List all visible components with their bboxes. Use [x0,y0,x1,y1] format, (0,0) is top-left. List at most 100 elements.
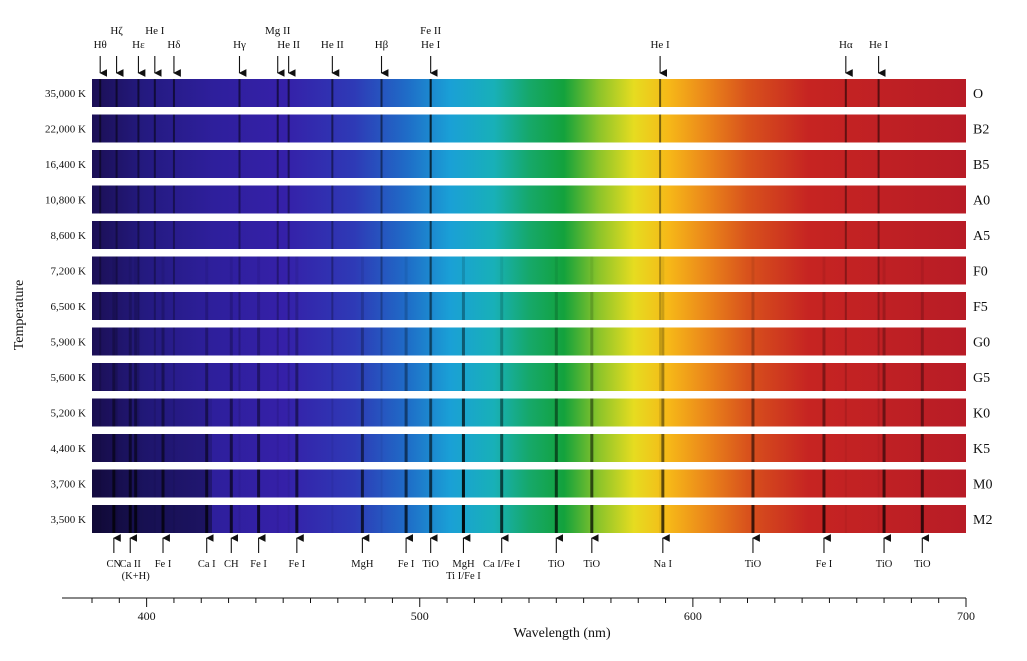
absorption-line [137,221,140,249]
absorption-line [882,256,886,285]
absorption-line [137,327,140,356]
x-tick-label: 400 [138,609,156,623]
absorption-line [380,114,383,143]
absorption-line [877,434,880,462]
absorption-line [295,256,299,285]
bottom-line-label: MgH [452,559,475,570]
spectral-class-label: K0 [973,407,990,422]
absorption-line [276,79,279,107]
absorption-line [877,505,880,533]
absorption-line [153,150,156,178]
absorption-line [360,398,364,427]
absorption-line [172,363,175,391]
spectrum-row [92,292,966,320]
absorption-line [153,434,156,462]
absorption-line [920,363,924,391]
absorption-line [822,292,826,320]
absorption-line [404,327,408,356]
absorption-line [554,256,558,285]
absorption-line [331,505,334,533]
absorption-line [99,469,102,498]
absorption-line [161,434,165,462]
absorption-line [137,434,140,462]
absorption-line [429,327,432,356]
temperature-label: 4,400 K [51,443,87,455]
absorption-line [877,256,880,285]
absorption-line [99,327,102,356]
absorption-line [137,469,140,498]
absorption-line [920,434,924,462]
spectral-class-labels: O B2 B5 A0 A5 F0 F5 G0 G5 K0 K5 M0 M2 [973,87,992,528]
absorption-line [659,292,662,320]
absorption-line [590,256,594,285]
absorption-line [429,363,432,391]
absorption-line [360,292,364,320]
absorption-line [276,292,279,320]
absorption-line [229,398,233,427]
absorption-line [172,398,175,427]
absorption-line [161,327,165,356]
absorption-line [134,469,138,498]
absorption-line [429,79,432,107]
temperature-labels: 35,000 K 22,000 K 16,400 K 10,800 K 8,600 K 7… [45,88,86,526]
absorption-line [238,327,241,356]
absorption-line [822,469,826,498]
absorption-line [205,505,209,533]
absorption-line [877,469,880,498]
absorption-line [99,114,102,143]
bottom-line-label: Fe I [816,559,833,570]
absorption-line [257,398,261,427]
absorption-line [554,434,558,462]
absorption-line [172,114,175,143]
absorption-line [380,256,383,285]
absorption-line [115,292,118,320]
absorption-line [659,114,662,143]
absorption-line [99,398,102,427]
absorption-line [659,256,662,285]
absorption-line [429,469,433,498]
absorption-line [331,256,334,285]
spectral-class-label: A5 [973,229,990,244]
absorption-line [429,327,432,356]
absorption-line [257,505,261,533]
spectrum-strip [92,256,966,285]
absorption-line [137,505,140,533]
absorption-line [172,327,175,356]
absorption-line [161,292,165,320]
absorption-line [844,79,847,107]
absorption-line [238,185,241,214]
absorption-line [380,150,383,178]
absorption-line [429,398,432,427]
temperature-label: 3,700 K [51,479,87,491]
absorption-line [429,221,432,249]
top-line-label: He I [650,39,670,51]
absorption-line [99,363,102,391]
absorption-line [205,327,209,356]
x-axis-label: Wavelength (nm) [513,626,611,641]
absorption-line [134,256,138,285]
x-tick-label: 700 [957,609,975,623]
bottom-line-label: TiO [745,559,762,570]
absorption-line [661,434,665,462]
absorption-line [554,363,558,391]
absorption-line [822,434,826,462]
absorption-line [404,363,408,391]
absorption-line [920,256,924,285]
absorption-line [590,469,594,498]
absorption-line [128,292,132,320]
absorption-line [844,363,847,391]
absorption-line [238,292,241,320]
top-line-label: He I [421,39,441,51]
x-axis: 400 500 600 700 [62,597,975,623]
absorption-line [590,292,594,320]
absorption-line [115,469,118,498]
absorption-line [287,363,290,391]
spectrum-strips [92,79,966,533]
absorption-line [751,256,755,285]
absorption-line [877,150,880,178]
temperature-label: 3,500 K [51,514,87,526]
absorption-line [161,256,165,285]
absorption-line [331,434,334,462]
